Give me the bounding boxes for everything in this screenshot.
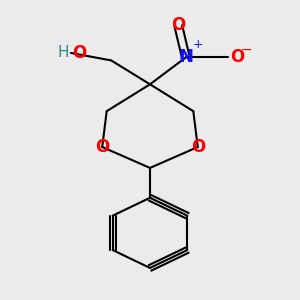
Text: N: N bbox=[178, 48, 193, 66]
Text: O: O bbox=[230, 48, 244, 66]
Text: +: + bbox=[193, 38, 204, 51]
Text: O: O bbox=[191, 138, 205, 156]
Text: −: − bbox=[240, 43, 252, 57]
Text: O: O bbox=[95, 138, 109, 156]
Text: O: O bbox=[171, 16, 185, 34]
Text: H: H bbox=[58, 45, 69, 60]
Text: O: O bbox=[72, 44, 87, 62]
